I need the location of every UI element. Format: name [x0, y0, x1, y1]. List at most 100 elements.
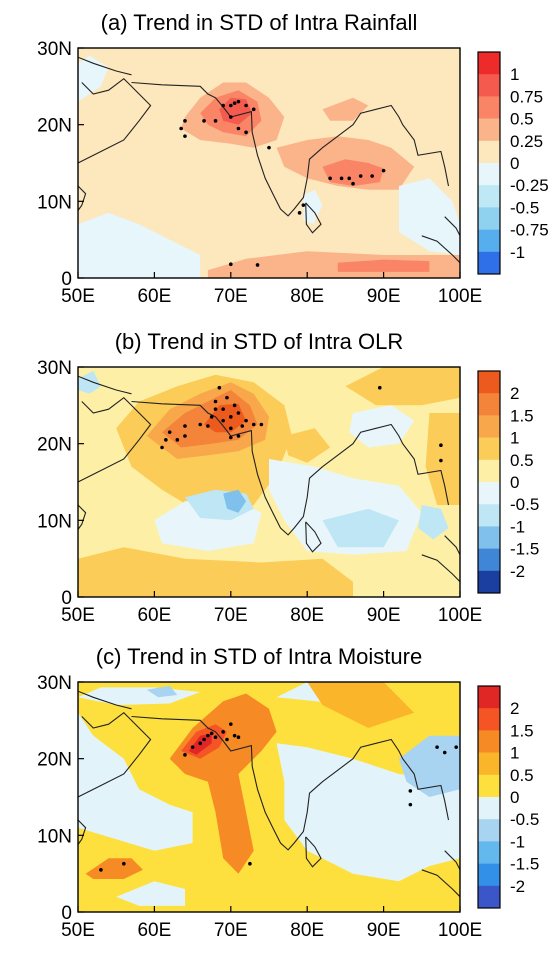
significance-dot: [175, 438, 180, 442]
significance-dot: [358, 174, 363, 178]
significance-dot: [183, 119, 187, 123]
x-tick-label: 100E: [438, 605, 482, 626]
significance-dot: [221, 418, 225, 423]
coastline-srilanka: [305, 836, 322, 868]
significance-dot: [198, 422, 203, 427]
colorbar-swatch: [478, 459, 500, 483]
contour-region-0.5: [284, 428, 331, 463]
coastline-malaysia: [444, 535, 460, 556]
significance-dot: [251, 422, 256, 427]
coastline-malaysia: [444, 850, 460, 871]
coastline-persian-gulf: [78, 375, 132, 395]
colorbar-swatch: [478, 841, 500, 864]
coastline-sumatra: [421, 869, 460, 898]
significance-dot: [190, 745, 195, 749]
colorbar-swatch: [478, 752, 500, 776]
colorbar-label: 0: [510, 788, 519, 807]
colorbar-swatch: [478, 482, 500, 505]
significance-dot: [301, 203, 306, 207]
colorbar-frame: [477, 51, 501, 275]
map-panel-1: (a) Trend in STD of Intra Rainfall 50E 60E…: [37, 10, 549, 307]
coastline-africa: [78, 504, 87, 530]
coastline-srilanka: [305, 202, 322, 234]
colorbar-swatch: [478, 774, 500, 798]
significance-dot: [206, 733, 210, 738]
significance-dot: [167, 430, 172, 434]
y-tick-label: 10N: [37, 511, 72, 532]
significance-dot: [236, 126, 241, 131]
coastline-sumatra: [421, 554, 460, 583]
significance-dot: [160, 445, 164, 450]
coastline-arabia: [78, 396, 152, 483]
colorbar-swatch: [478, 393, 500, 416]
colorbar-swatch: [478, 163, 500, 186]
colorbar-swatch: [478, 437, 500, 461]
contour-region--0.5: [116, 881, 185, 906]
y-tick-label: 30N: [37, 673, 72, 694]
colorbar-swatch: [478, 819, 500, 842]
colorbar-label: 0.25: [510, 132, 543, 151]
map-panel-2: (b) Trend in STD of Intra OLR 50E 60E 70E 80…: [37, 329, 539, 626]
colorbar-label: 0: [510, 473, 519, 492]
significance-dot: [232, 733, 237, 738]
colorbar-swatch: [478, 251, 500, 275]
plot-frame: [77, 47, 461, 279]
coastline-malaysia: [444, 216, 460, 237]
x-tick-label: 70E: [214, 605, 248, 626]
coastline-arabia: [78, 711, 152, 798]
significance-dot: [244, 103, 248, 108]
y-tick-label: 30N: [37, 39, 72, 60]
colorbar-label: 1: [510, 65, 519, 84]
significance-dot: [339, 176, 344, 181]
colorbar-label: 2: [510, 384, 519, 403]
significance-dot: [236, 434, 241, 438]
colorbar-frame: [477, 370, 501, 594]
significance-dot: [213, 119, 218, 123]
colorbar-label: 1.5: [510, 406, 534, 425]
significance-dot: [221, 407, 225, 411]
contour-region-0.25: [322, 97, 369, 121]
significance-dot: [202, 737, 206, 742]
significance-dot: [183, 434, 187, 438]
contour-region-1: [85, 858, 143, 879]
x-tick-label: 50E: [61, 605, 95, 626]
contour-region--1: [146, 685, 178, 698]
x-tick-label: 90E: [367, 920, 401, 941]
significance-dot: [244, 130, 248, 135]
significance-dot: [213, 399, 218, 404]
colorbar-label: -0.75: [510, 221, 549, 240]
significance-dot: [236, 99, 241, 104]
contour-region--0.25: [398, 178, 460, 255]
colorbar-swatch: [478, 96, 500, 119]
panel-title: (a) Trend in STD of Intra Rainfall: [101, 10, 418, 35]
contour-region-0.5: [322, 159, 384, 186]
x-tick-label: 60E: [137, 286, 171, 307]
y-tick-label: 0: [61, 903, 72, 924]
significance-dot: [225, 737, 229, 742]
colorbar-label: -1: [510, 832, 525, 851]
colorbar: 2 1.5 1 0.5 0 -0.5 -1 -1.5 -2: [477, 685, 539, 909]
colorbar-swatch: [478, 570, 500, 594]
significance-dot: [229, 115, 233, 119]
significance-dot: [439, 443, 443, 448]
plot-frame: [77, 366, 461, 598]
contour-region-0.5: [425, 413, 460, 505]
coastline-africa: [78, 819, 87, 845]
colorbar-label: 0.75: [510, 87, 543, 106]
coastline-arabia: [78, 77, 152, 164]
significance-dot: [225, 395, 229, 400]
contour-region-0.5: [307, 682, 415, 728]
colorbar-label: -1: [510, 243, 525, 262]
y-tick-label: 0: [61, 588, 72, 609]
contour-region-0.5: [78, 547, 353, 597]
significance-dot: [179, 126, 183, 131]
significance-dot: [183, 753, 187, 757]
coastline-africa: [78, 185, 87, 211]
colorbar-label: 1.5: [510, 721, 534, 740]
x-tick-label: 70E: [214, 286, 248, 307]
colorbar: 1 0.75 0.5 0.25 0 -0.25 -0.5 -0.75 -1: [477, 51, 549, 275]
contour-region-0.5: [345, 367, 460, 406]
x-tick-label: 90E: [367, 605, 401, 626]
y-tick-label: 10N: [37, 826, 72, 847]
